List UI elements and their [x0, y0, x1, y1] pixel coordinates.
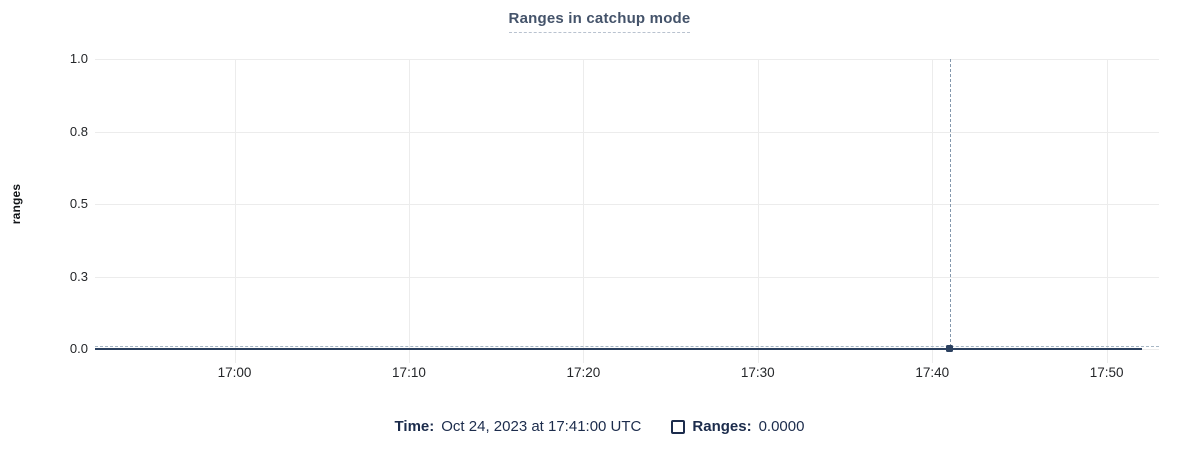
legend-series-label[interactable]: Ranges: [692, 418, 752, 435]
series-line [95, 348, 1142, 350]
chart-legend: Time: Oct 24, 2023 at 17:41:00 UTC Range… [0, 418, 1199, 435]
y-tick-label: 0.3 [69, 268, 88, 284]
gridline-horizontal [95, 204, 1159, 205]
gridline-vertical [932, 59, 934, 363]
x-tick-label: 17:50 [1089, 365, 1124, 380]
legend-series-group: Ranges: 0.0000 [671, 418, 804, 435]
y-tick-label: 0.8 [69, 123, 88, 139]
gridline-horizontal [95, 276, 1159, 278]
crosshair-vertical [949, 59, 951, 352]
x-tick-label: 17:00 [217, 365, 252, 380]
x-tick-label: 17:30 [740, 365, 775, 380]
legend-time-value: Oct 24, 2023 at 17:41:00 UTC [441, 418, 642, 435]
gridline-vertical [583, 59, 585, 363]
x-tick-label: 17:40 [915, 365, 950, 380]
legend-time-group: Time: Oct 24, 2023 at 17:41:00 UTC [395, 418, 642, 435]
y-tick-label: 0.5 [69, 196, 88, 211]
y-tick-label: 0.0 [69, 341, 88, 356]
gridline-vertical [1106, 59, 1108, 363]
chart-title[interactable]: Ranges in catchup mode [508, 10, 691, 33]
hover-dot [946, 345, 954, 352]
y-tick-label: 1.0 [69, 51, 88, 66]
gridline-vertical [234, 59, 236, 363]
gridline-horizontal [95, 59, 1159, 60]
x-tick-label: 17:10 [392, 365, 426, 380]
gridline-vertical [757, 59, 759, 363]
legend-time-label: Time: [394, 418, 435, 435]
y-axis-title: ranges [9, 183, 23, 225]
series-checkbox[interactable] [671, 419, 686, 434]
x-tick-label: 17:20 [566, 365, 601, 380]
plot-area[interactable] [95, 59, 1159, 363]
crosshair-horizontal [95, 346, 1159, 347]
gridline-vertical [408, 59, 410, 363]
gridline-horizontal [95, 131, 1159, 133]
legend-series-value: 0.0000 [758, 418, 805, 435]
chart-header: Ranges in catchup mode [0, 10, 1199, 33]
